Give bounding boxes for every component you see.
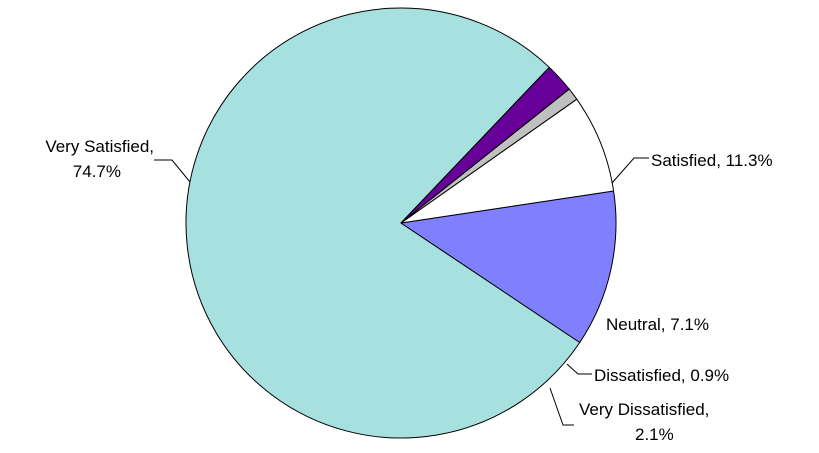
pie-slice-neutral	[400, 98, 615, 224]
leader-line-very-dissatisfied	[549, 387, 574, 426]
pie-slice-very-dissatisfied	[400, 66, 570, 224]
leader-line-dissatisfied	[566, 363, 592, 375]
data-label-neutral: Neutral, 7.1%	[606, 315, 709, 334]
pie-slice-satisfied	[400, 190, 617, 343]
data-label-dissatisfied: Dissatisfied, 0.9%	[594, 366, 729, 385]
leader-line-very-satisfied	[154, 159, 191, 183]
data-label-very-satisfied: Very Satisfied, 74.7%	[45, 137, 154, 181]
pie-slice-very-satisfied	[185, 7, 581, 439]
data-label-satisfied: Satisfied, 11.3%	[651, 151, 773, 170]
data-label-very-dissatisfied: Very Dissatisfied, 2.1%	[579, 400, 709, 444]
leader-line-satisfied	[611, 157, 649, 184]
